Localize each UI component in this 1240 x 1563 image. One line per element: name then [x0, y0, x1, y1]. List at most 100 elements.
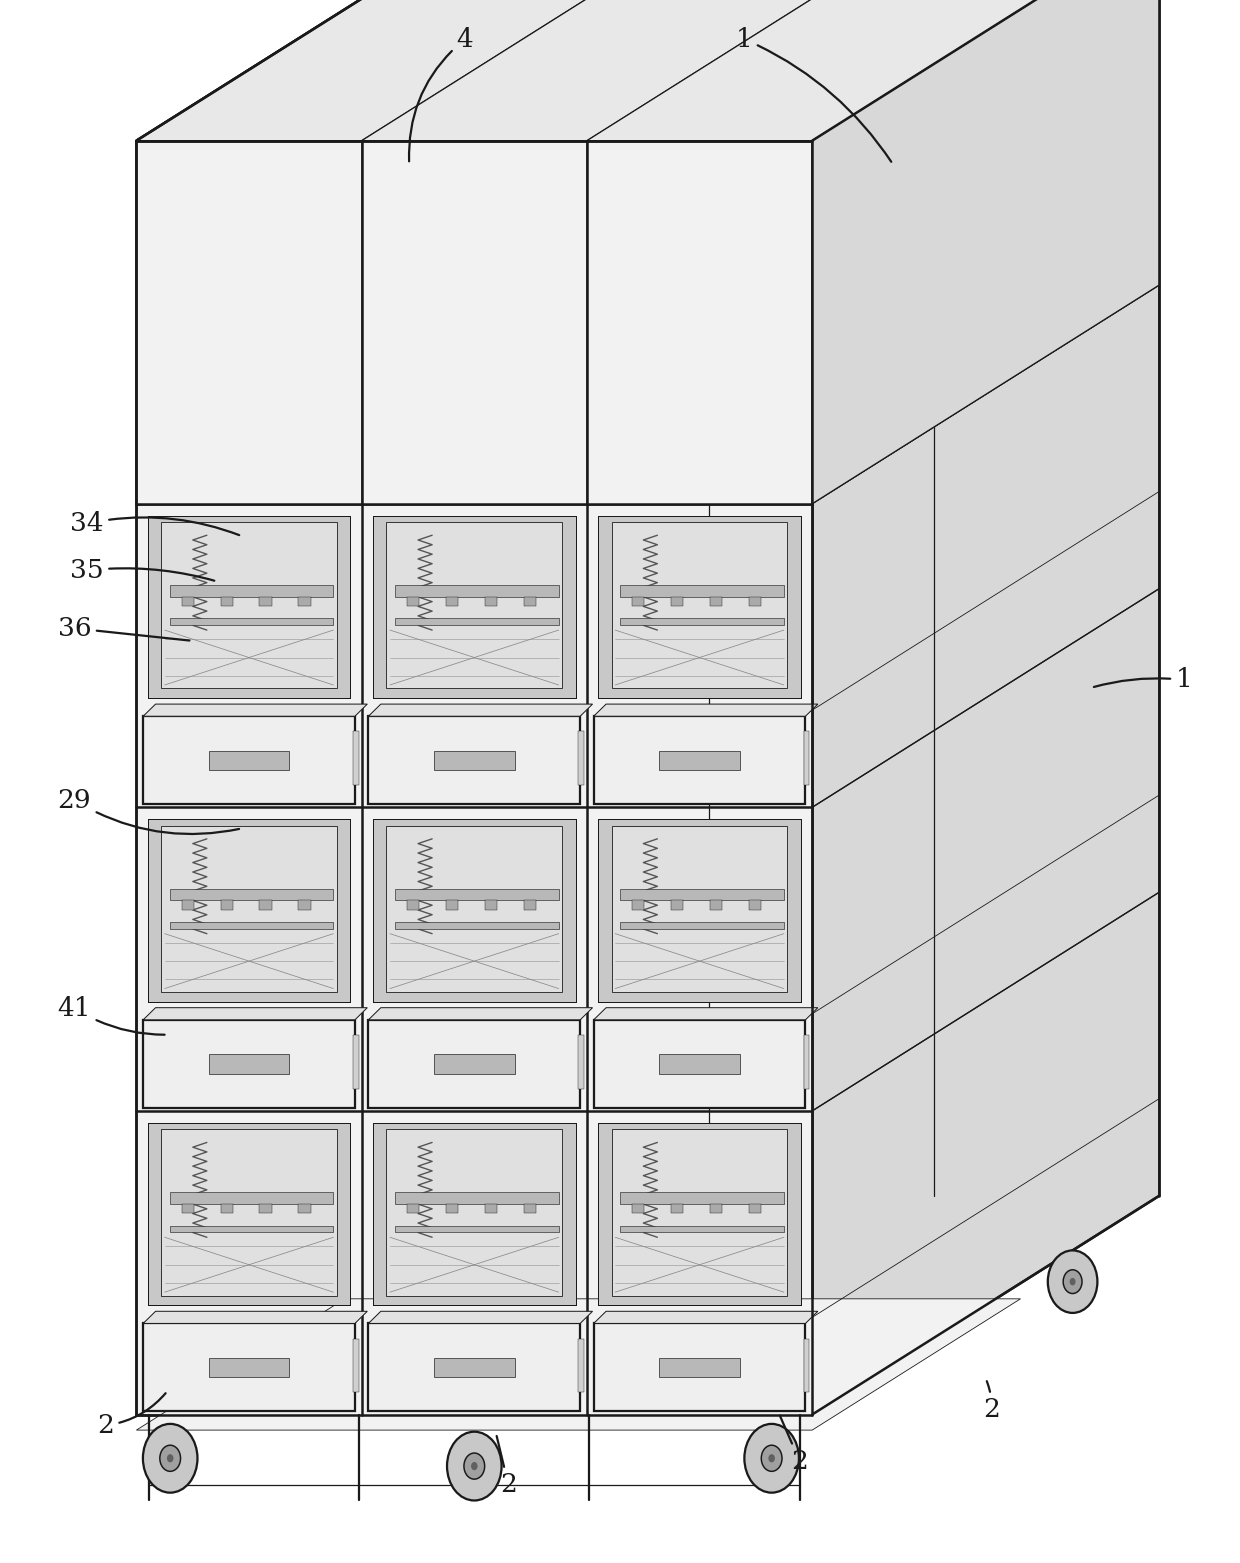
Circle shape — [143, 1424, 197, 1493]
Polygon shape — [711, 900, 722, 910]
Polygon shape — [804, 1338, 810, 1393]
Polygon shape — [396, 619, 559, 625]
Polygon shape — [148, 819, 351, 1002]
Polygon shape — [594, 1019, 806, 1108]
Polygon shape — [485, 597, 497, 606]
Circle shape — [160, 1446, 181, 1471]
Polygon shape — [434, 1053, 515, 1074]
Text: 2: 2 — [97, 1393, 166, 1438]
Polygon shape — [170, 619, 334, 625]
Circle shape — [744, 1424, 799, 1493]
Polygon shape — [208, 1053, 289, 1074]
Polygon shape — [594, 1311, 818, 1324]
Polygon shape — [396, 1225, 559, 1232]
Polygon shape — [136, 141, 812, 1415]
Polygon shape — [396, 889, 559, 900]
Polygon shape — [161, 1128, 337, 1296]
Polygon shape — [362, 0, 934, 141]
Text: 34: 34 — [69, 511, 239, 536]
Polygon shape — [407, 1204, 419, 1213]
Circle shape — [1070, 1279, 1075, 1285]
Polygon shape — [170, 922, 334, 928]
Polygon shape — [143, 1019, 355, 1108]
Polygon shape — [181, 1204, 193, 1213]
Polygon shape — [749, 900, 761, 910]
Polygon shape — [136, 0, 1159, 141]
Polygon shape — [221, 900, 233, 910]
Polygon shape — [523, 597, 536, 606]
Polygon shape — [579, 1338, 584, 1393]
Polygon shape — [221, 597, 233, 606]
Circle shape — [446, 1432, 501, 1500]
Circle shape — [761, 1446, 782, 1471]
Polygon shape — [632, 597, 645, 606]
Text: 2: 2 — [983, 1382, 1001, 1422]
Polygon shape — [671, 1204, 683, 1213]
Polygon shape — [396, 922, 559, 928]
Polygon shape — [373, 516, 575, 699]
Polygon shape — [387, 1128, 562, 1296]
Polygon shape — [632, 1204, 645, 1213]
Polygon shape — [620, 1193, 784, 1204]
Polygon shape — [373, 1124, 575, 1305]
Polygon shape — [611, 522, 787, 688]
Circle shape — [167, 1454, 174, 1463]
Polygon shape — [598, 516, 801, 699]
Polygon shape — [620, 889, 784, 900]
Text: 1: 1 — [735, 27, 892, 163]
Polygon shape — [611, 825, 787, 993]
Polygon shape — [749, 1204, 761, 1213]
Polygon shape — [143, 1324, 355, 1411]
Polygon shape — [143, 1008, 367, 1019]
Polygon shape — [396, 585, 559, 597]
Polygon shape — [434, 1358, 515, 1377]
Text: 2: 2 — [780, 1416, 808, 1474]
Polygon shape — [368, 716, 580, 805]
Polygon shape — [299, 1204, 311, 1213]
Polygon shape — [587, 0, 1159, 141]
Circle shape — [769, 1454, 775, 1463]
Polygon shape — [446, 900, 458, 910]
Text: 4: 4 — [409, 27, 474, 161]
Polygon shape — [407, 900, 419, 910]
Polygon shape — [804, 1035, 810, 1088]
Polygon shape — [368, 1008, 593, 1019]
Polygon shape — [660, 1358, 740, 1377]
Polygon shape — [143, 716, 355, 805]
Polygon shape — [143, 703, 367, 716]
Polygon shape — [143, 1311, 367, 1324]
Polygon shape — [407, 597, 419, 606]
Polygon shape — [170, 1193, 334, 1204]
Polygon shape — [671, 597, 683, 606]
Polygon shape — [711, 597, 722, 606]
Polygon shape — [611, 1128, 787, 1296]
Polygon shape — [208, 750, 289, 771]
Polygon shape — [812, 0, 1159, 503]
Polygon shape — [299, 597, 311, 606]
Polygon shape — [446, 597, 458, 606]
Polygon shape — [594, 1324, 806, 1411]
Polygon shape — [598, 1124, 801, 1305]
Polygon shape — [373, 819, 575, 1002]
Text: 1: 1 — [1094, 667, 1193, 692]
Polygon shape — [353, 1338, 358, 1393]
Polygon shape — [620, 922, 784, 928]
Polygon shape — [523, 1204, 536, 1213]
Circle shape — [464, 1454, 485, 1479]
Polygon shape — [594, 716, 806, 805]
Polygon shape — [396, 1193, 559, 1204]
Circle shape — [1048, 1250, 1097, 1313]
Polygon shape — [148, 1124, 351, 1305]
Text: 36: 36 — [57, 616, 190, 641]
Polygon shape — [181, 900, 193, 910]
Polygon shape — [161, 522, 337, 688]
Polygon shape — [523, 900, 536, 910]
Polygon shape — [148, 516, 351, 699]
Polygon shape — [208, 1358, 289, 1377]
Polygon shape — [587, 141, 812, 503]
Polygon shape — [749, 597, 761, 606]
Polygon shape — [804, 731, 810, 785]
Polygon shape — [598, 819, 801, 1002]
Polygon shape — [170, 1225, 334, 1232]
Text: 29: 29 — [57, 788, 239, 835]
